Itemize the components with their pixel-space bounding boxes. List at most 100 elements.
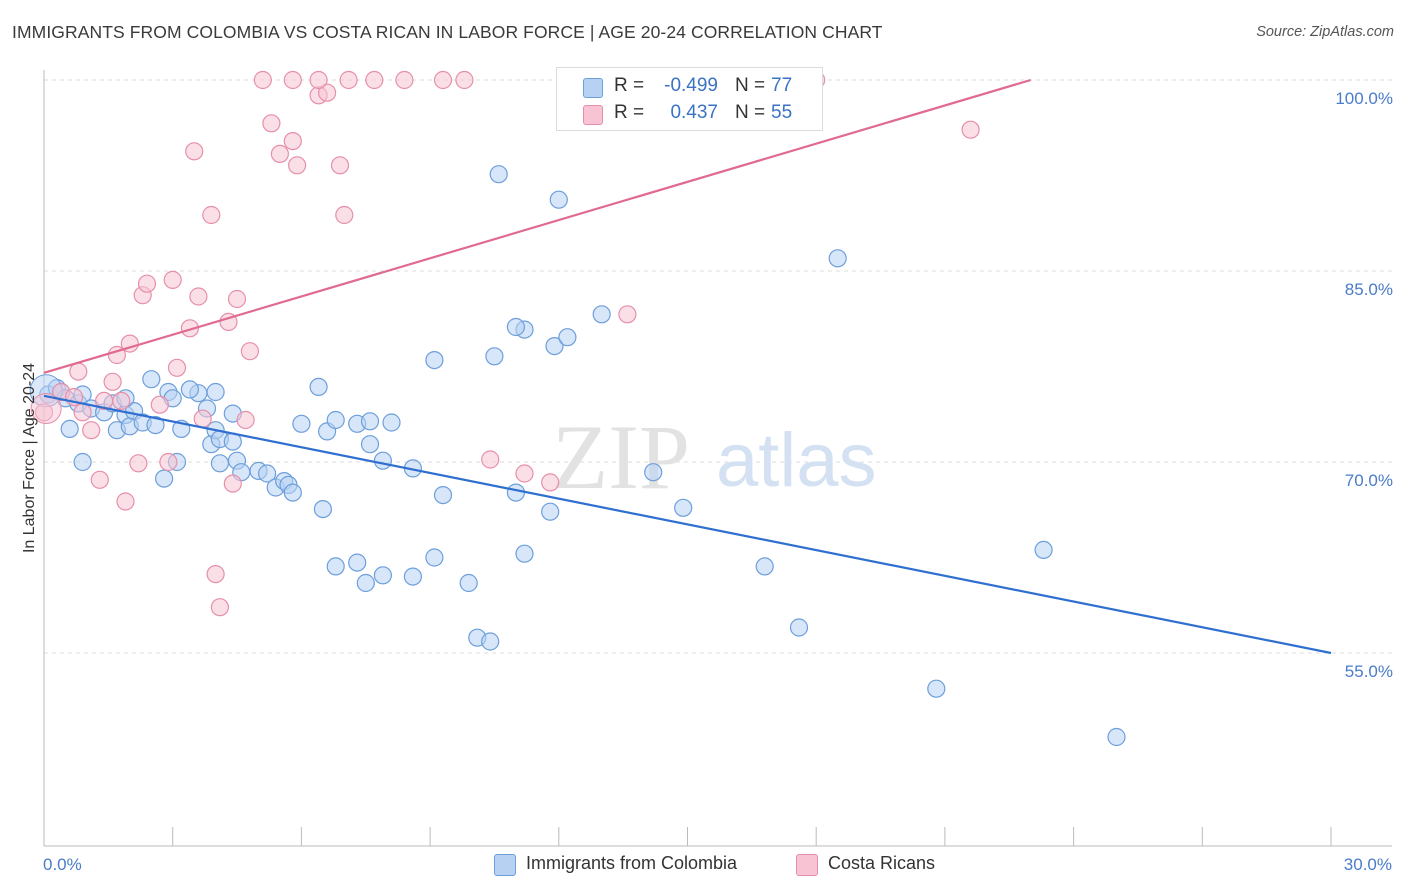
costa-rica-point bbox=[309, 70, 328, 90]
costa-rica-point bbox=[73, 403, 92, 422]
costa-rica-point bbox=[116, 492, 135, 511]
gridlines bbox=[44, 79, 1392, 654]
colombia-point bbox=[403, 567, 422, 586]
colombia-point bbox=[481, 632, 500, 651]
colombia-point bbox=[73, 452, 92, 472]
legend-swatch-colombia bbox=[583, 78, 603, 98]
costa-rica-point bbox=[202, 205, 221, 225]
costa-rica-point bbox=[330, 156, 350, 175]
costa-rica-point bbox=[541, 473, 560, 492]
legend-r-label: R = bbox=[614, 75, 645, 96]
costa-rica-point bbox=[150, 395, 169, 414]
legend-swatch-costa-rica bbox=[583, 105, 603, 125]
colombia-point bbox=[382, 413, 401, 432]
legend-n-value: 55 bbox=[771, 102, 793, 123]
costa-rica-point bbox=[283, 70, 302, 90]
costa-rica-point bbox=[185, 142, 204, 161]
costa-rica-point bbox=[270, 144, 289, 163]
colombia-point bbox=[258, 464, 277, 483]
costa-rica-point bbox=[193, 409, 212, 428]
colombia-point bbox=[309, 377, 328, 396]
colombia-point bbox=[60, 419, 79, 438]
colombia-point bbox=[373, 566, 392, 585]
costa-rica-point bbox=[189, 287, 208, 306]
colombia-point bbox=[373, 451, 392, 470]
colombia-point bbox=[485, 347, 504, 366]
trend-line-colombia bbox=[43, 394, 1332, 655]
costa-rica-point bbox=[223, 474, 242, 493]
costa-rica-point bbox=[318, 83, 337, 102]
colombia-point bbox=[292, 414, 311, 433]
x-tick-label-max: 30.0% bbox=[1344, 855, 1392, 874]
legend-n-label: N = bbox=[735, 102, 766, 123]
colombia-point bbox=[755, 557, 774, 576]
colombia-point bbox=[326, 557, 345, 576]
costa-rica-point bbox=[90, 470, 109, 489]
costa-rica-point bbox=[137, 274, 157, 293]
colombia-point bbox=[283, 483, 302, 502]
legend-n-label: N = bbox=[735, 75, 766, 96]
x-tick-label-min: 0.0% bbox=[43, 855, 82, 874]
costa-rica-point bbox=[253, 70, 272, 90]
colombia-point bbox=[592, 305, 611, 324]
colombia-point bbox=[506, 317, 526, 337]
costa-rica-point bbox=[283, 132, 302, 151]
colombia-point bbox=[360, 412, 380, 431]
colombia-point bbox=[146, 416, 165, 435]
series-costa-rica-points bbox=[30, 70, 980, 617]
costa-rica-point bbox=[433, 70, 453, 90]
colombia-point bbox=[425, 351, 444, 370]
costa-rica-point bbox=[262, 114, 281, 133]
colombia-point bbox=[927, 679, 946, 698]
costa-rica-point bbox=[159, 452, 178, 472]
costa-rica-point bbox=[240, 342, 259, 361]
colombia-point bbox=[506, 483, 526, 502]
y-tick-label: 85.0% bbox=[1345, 280, 1393, 299]
y-tick-label: 100.0% bbox=[1335, 89, 1393, 108]
costa-rica-point bbox=[395, 70, 414, 90]
y-tick-label: 70.0% bbox=[1345, 471, 1393, 490]
colombia-point bbox=[515, 544, 534, 563]
costa-rica-point bbox=[103, 372, 122, 391]
colombia-point bbox=[313, 500, 332, 519]
colombia-point bbox=[348, 553, 367, 572]
costa-rica-point bbox=[210, 598, 229, 617]
costa-rica-point bbox=[515, 464, 534, 483]
colombia-point bbox=[549, 190, 568, 209]
costa-rica-point bbox=[180, 319, 199, 338]
chart-title: IMMIGRANTS FROM COLOMBIA VS COSTA RICAN … bbox=[12, 22, 883, 42]
legend-r-value: -0.499 bbox=[664, 75, 718, 96]
colombia-point bbox=[206, 382, 225, 402]
costa-rica-point bbox=[129, 454, 148, 473]
colombia-point bbox=[541, 502, 560, 521]
colombia-point bbox=[545, 337, 564, 356]
colombia-point bbox=[142, 370, 161, 389]
costa-rica-point bbox=[227, 289, 247, 309]
chart-source: Source: ZipAtlas.com bbox=[1256, 24, 1394, 40]
costa-rica-point bbox=[365, 70, 384, 90]
costa-rica-point bbox=[335, 205, 354, 225]
watermark-zip: ZIP bbox=[552, 406, 690, 508]
colombia-point bbox=[155, 469, 174, 488]
colombia-point bbox=[558, 328, 577, 347]
watermark-atlas: atlas bbox=[716, 418, 877, 503]
colombia-point bbox=[326, 410, 345, 430]
colombia-point bbox=[180, 380, 199, 399]
y-axis-title: In Labor Force | Age 20-24 bbox=[21, 363, 38, 553]
colombia-point bbox=[360, 435, 380, 454]
colombia-point bbox=[489, 165, 508, 184]
costa-rica-point bbox=[69, 362, 88, 381]
colombia-point bbox=[789, 618, 809, 637]
axes bbox=[43, 70, 1392, 847]
series-colombia-points bbox=[29, 165, 1126, 747]
colombia-point bbox=[425, 548, 444, 567]
colombia-point bbox=[210, 454, 229, 473]
costa-rica-point bbox=[206, 564, 225, 584]
series-legend: Immigrants from Colombia Costa Ricans bbox=[0, 852, 1406, 878]
colombia-point bbox=[459, 573, 478, 593]
legend-r-label: R = bbox=[614, 102, 645, 123]
colombia-point bbox=[356, 573, 375, 593]
colombia-point bbox=[433, 486, 453, 505]
colombia-point bbox=[828, 249, 847, 268]
